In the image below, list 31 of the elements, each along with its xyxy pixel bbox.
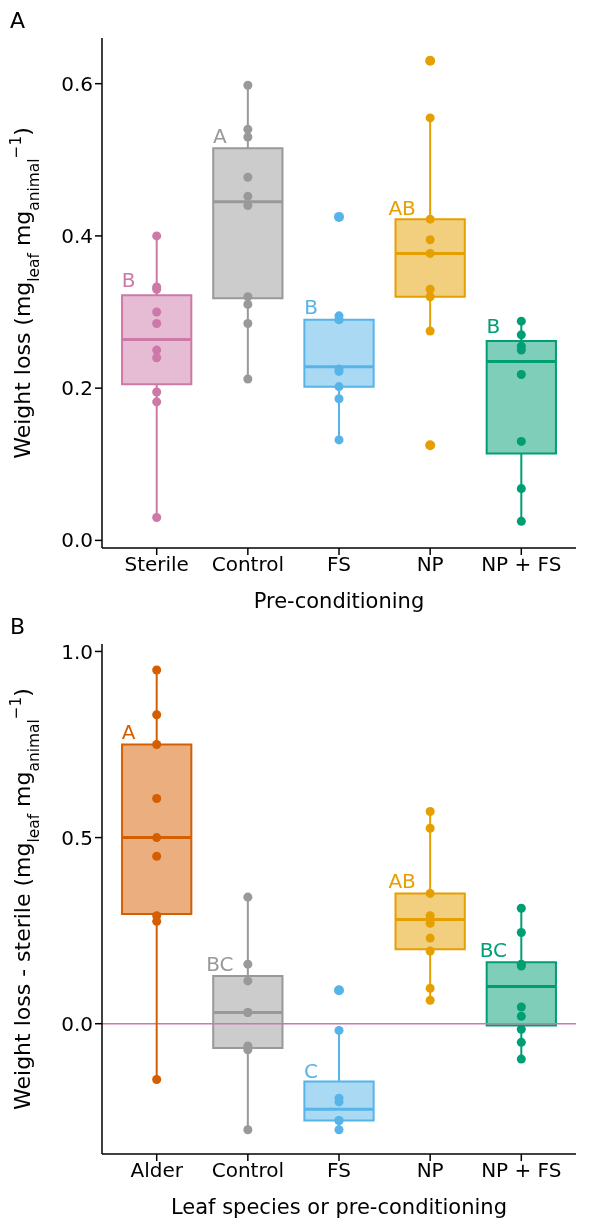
annotation: AB — [388, 868, 416, 893]
y-tick-label: 0.5 — [61, 825, 93, 850]
y-tick-label: 1.0 — [61, 639, 93, 664]
y-tick-label: 0.2 — [61, 376, 93, 401]
x-tick-label: FS — [327, 552, 351, 577]
chart-title: B — [10, 614, 26, 639]
x-tick-label: NP — [416, 1158, 444, 1183]
annotation: BC — [206, 952, 234, 977]
x-tick-label: NP + FS — [481, 1158, 562, 1183]
x-tick-label: Alder — [130, 1158, 184, 1183]
x-tick-label: Control — [211, 552, 284, 577]
annotation: B — [304, 294, 318, 319]
annotation: B — [121, 268, 136, 293]
y-tick-label: 0.0 — [61, 1011, 93, 1036]
y-tick-label: 0.0 — [61, 528, 93, 553]
x-tick-label: NP — [416, 552, 444, 577]
annotation: C — [304, 1058, 318, 1083]
x-axis-title: Pre-conditioning — [253, 589, 425, 613]
y-tick-label: 0.4 — [61, 224, 93, 249]
y-tick-label: 0.6 — [61, 71, 93, 96]
annotation: BC — [479, 937, 507, 962]
x-axis-title: Leaf species or pre-conditioning — [170, 1195, 508, 1219]
annotation: A — [121, 719, 136, 744]
chart-title: A — [10, 8, 26, 33]
annotation: B — [486, 313, 501, 338]
x-tick-label: Control — [211, 1158, 284, 1183]
x-tick-label: NP + FS — [481, 552, 562, 577]
x-tick-label: Sterile — [124, 552, 189, 577]
x-tick-label: FS — [327, 1158, 351, 1183]
annotation: A — [213, 123, 227, 148]
annotation: AB — [388, 195, 416, 220]
